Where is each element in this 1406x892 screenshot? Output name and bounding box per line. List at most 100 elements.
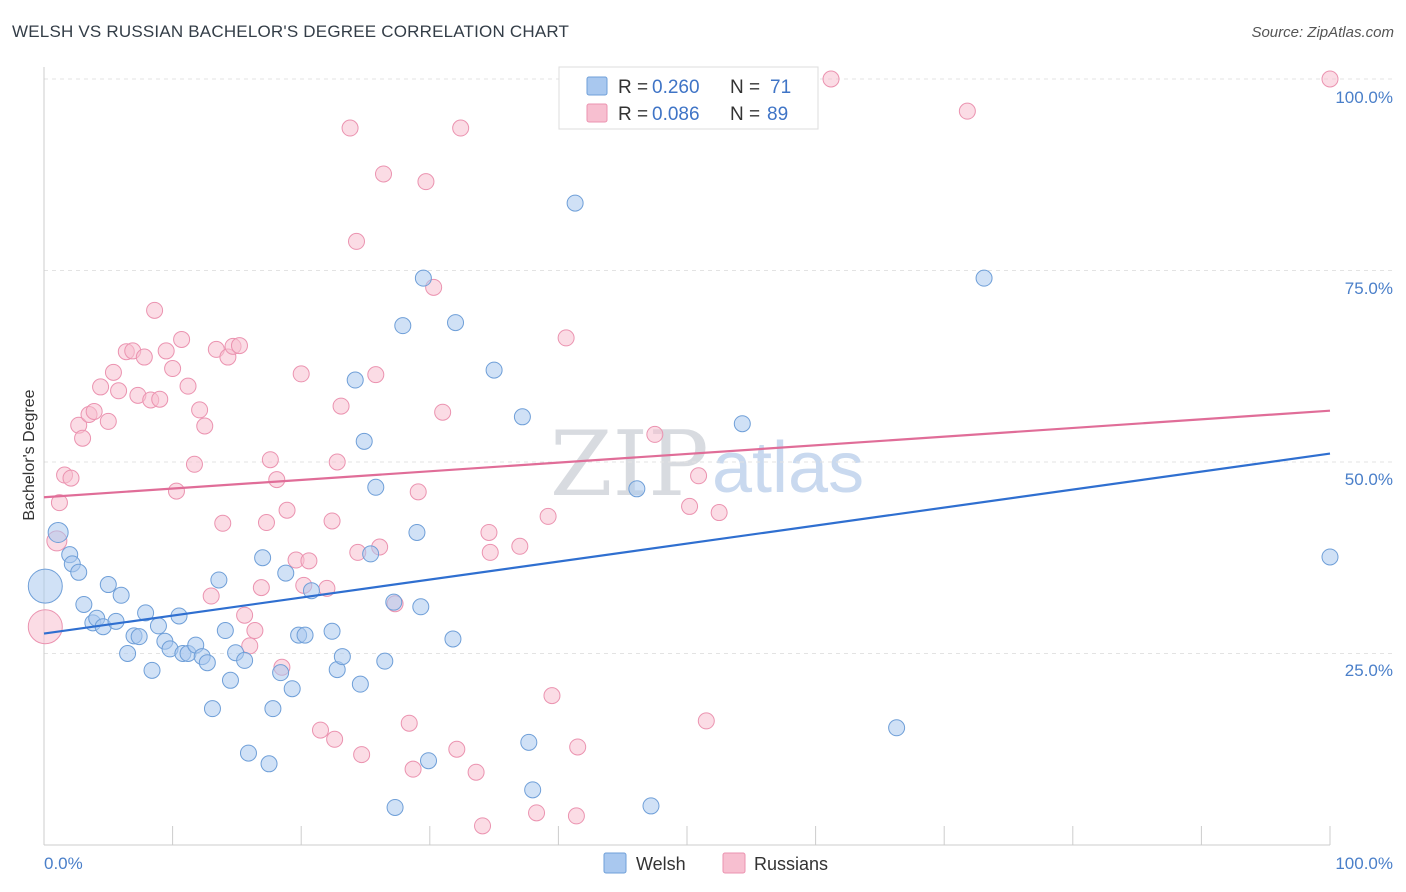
welsh-point [975, 269, 993, 287]
welsh-point [221, 671, 239, 689]
welsh-n-value: 71 [770, 77, 791, 98]
welsh-point [216, 622, 234, 640]
russians-point [179, 377, 197, 395]
axes [43, 67, 1331, 846]
russians-point [62, 469, 80, 487]
welsh-point [566, 194, 584, 212]
russians-legend-marker [722, 852, 746, 874]
russians-point [569, 738, 587, 756]
russians-point [341, 119, 359, 137]
russians-point [202, 587, 220, 605]
welsh-point [239, 744, 257, 762]
russians-point [246, 622, 264, 640]
russians-point [164, 360, 182, 378]
russians-point [822, 70, 840, 88]
russians-point [241, 637, 259, 655]
russians-point [347, 232, 365, 250]
welsh-point [888, 719, 906, 737]
russians-point [567, 807, 585, 825]
welsh-point [260, 755, 278, 773]
russians-point [185, 455, 203, 473]
welsh-point [351, 675, 369, 693]
welsh-n-label: N = [730, 77, 760, 98]
welsh-point [119, 645, 137, 662]
russians-point [328, 453, 346, 471]
russians-point [92, 378, 110, 396]
russians-point [467, 763, 485, 781]
watermark-zip: ZIP [550, 412, 709, 517]
welsh-point [75, 595, 93, 613]
welsh-point [137, 604, 155, 622]
watermark-atlas: atlas [712, 428, 864, 508]
russians-point [681, 497, 699, 515]
russians-trend-line [43, 409, 1331, 499]
welsh-trend-line [43, 452, 1331, 635]
welsh-r-label: R = [618, 77, 648, 98]
russians-point [1321, 70, 1339, 88]
welsh-point [386, 798, 404, 816]
russians-point [646, 425, 664, 443]
welsh-point [520, 733, 538, 751]
russians-point [367, 366, 385, 384]
welsh-point [112, 586, 130, 604]
russians-n-label: N = [730, 104, 760, 125]
welsh-point [414, 269, 432, 287]
russians-point [409, 483, 427, 501]
russians-point [710, 504, 728, 522]
welsh-point [107, 612, 125, 630]
welsh-point [733, 415, 751, 433]
russians-point [353, 746, 371, 764]
russians-point [167, 482, 185, 500]
welsh-point [272, 664, 290, 682]
welsh-point [485, 361, 503, 379]
russians-point [50, 494, 68, 512]
russians-point [697, 712, 715, 730]
welsh-point [264, 700, 282, 718]
russians-point [292, 365, 310, 383]
welsh-point [47, 521, 69, 543]
russians-point [157, 342, 175, 360]
welsh-point [210, 571, 228, 589]
russians-point [104, 363, 122, 381]
stats-legend: R = 0.260 N = 71 R = 0.086 N = 89 [558, 66, 819, 130]
russians-point [543, 687, 561, 705]
welsh-point [444, 630, 462, 648]
russians-point [474, 817, 492, 835]
russians-point [110, 382, 128, 400]
russians-point [135, 348, 153, 366]
russians-point [85, 402, 103, 420]
welsh-point [203, 700, 221, 718]
russians-point [690, 467, 708, 485]
russians-point [326, 730, 344, 748]
russians-point [311, 721, 329, 739]
welsh-point [70, 563, 88, 581]
russians-point [268, 471, 286, 489]
russians-point [400, 714, 418, 732]
welsh-r-value: 0.260 [652, 77, 700, 98]
russians-point [417, 173, 435, 191]
x-tick-label: 0.0% [44, 854, 83, 873]
russians-point [278, 501, 296, 519]
russians-n-value: 89 [767, 104, 788, 125]
y-tick-label: 25.0% [1345, 661, 1393, 680]
welsh-point [524, 781, 542, 799]
russians-point [452, 119, 470, 137]
welsh-point [346, 371, 364, 389]
y-tick-label: 75.0% [1345, 279, 1393, 298]
series-legend: Welsh Russians [603, 852, 828, 874]
welsh-point [394, 317, 412, 335]
x-tick-label: 100.0% [1335, 854, 1393, 873]
russians-r-value: 0.086 [652, 104, 700, 125]
russians-point [323, 512, 341, 530]
welsh-point [277, 564, 295, 582]
trend-lines [43, 409, 1331, 635]
russians-point [74, 429, 92, 447]
russians-legend-swatch [586, 103, 608, 123]
y-tick-label: 100.0% [1335, 88, 1393, 107]
welsh-point [236, 651, 254, 669]
welsh-point [412, 598, 430, 616]
russians-point [958, 102, 976, 120]
russians-point [332, 397, 350, 415]
tick-labels: 100.0% 75.0% 50.0% 25.0% 0.0% 100.0% [44, 88, 1393, 873]
russians-legend-label: Russians [754, 854, 828, 874]
